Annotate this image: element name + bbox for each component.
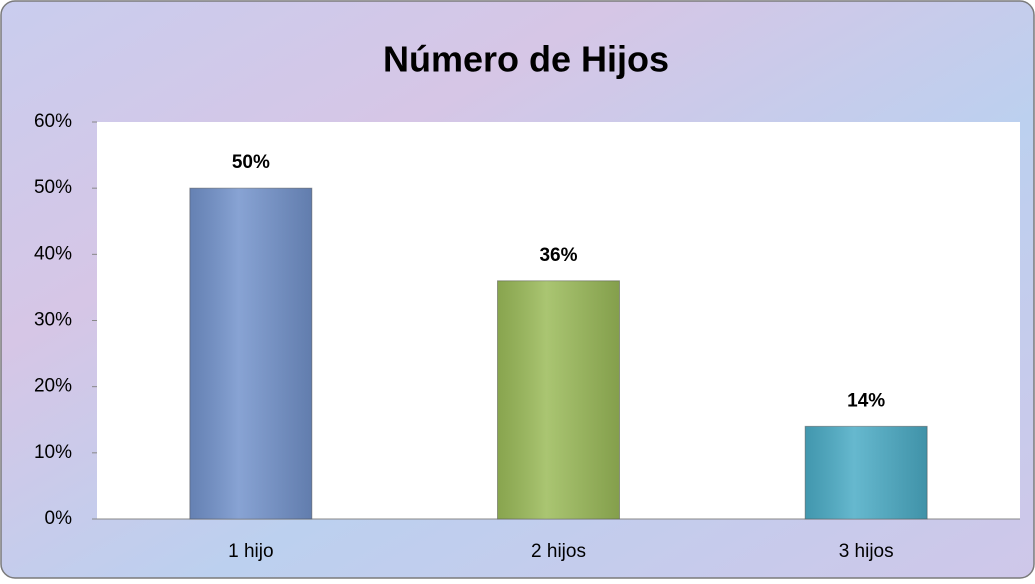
chart-title: Número de Hijos <box>383 39 669 80</box>
y-tick-label: 10% <box>34 442 72 463</box>
y-tick-label: 40% <box>34 243 72 264</box>
y-tick-label: 50% <box>34 177 72 198</box>
y-tick-label: 20% <box>34 376 72 397</box>
bar <box>497 280 620 520</box>
y-tick-label: 0% <box>45 508 73 529</box>
y-tick-label: 30% <box>34 310 72 331</box>
y-tick-label: 60% <box>34 111 72 132</box>
bar <box>804 425 928 520</box>
x-tick-label: 3 hijos <box>839 541 894 562</box>
data-label: 36% <box>539 245 577 266</box>
data-label: 14% <box>847 390 885 411</box>
data-label: 50% <box>232 152 270 173</box>
x-tick-label: 1 hijo <box>228 541 273 562</box>
bar <box>189 187 313 520</box>
x-tick-label: 2 hijos <box>531 541 586 562</box>
